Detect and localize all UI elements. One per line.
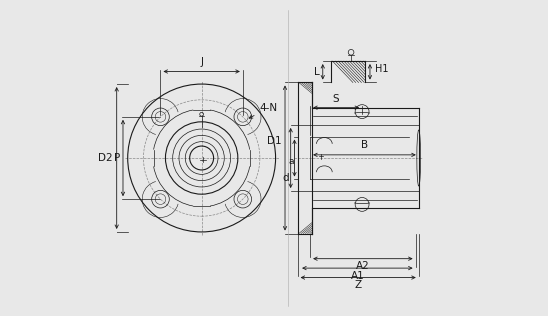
Text: a: a <box>288 157 294 166</box>
Text: J: J <box>200 57 203 67</box>
Text: A1: A1 <box>351 270 364 281</box>
Text: H1: H1 <box>375 64 388 74</box>
Text: P: P <box>113 153 120 163</box>
Text: L: L <box>314 67 319 77</box>
Text: S: S <box>333 94 339 104</box>
Text: Z: Z <box>355 280 362 290</box>
Text: B: B <box>361 140 368 150</box>
Text: D1: D1 <box>267 136 282 146</box>
Text: 4-N: 4-N <box>249 103 277 118</box>
Text: A2: A2 <box>356 261 370 271</box>
Text: D2: D2 <box>98 153 113 163</box>
Text: d: d <box>282 173 289 184</box>
